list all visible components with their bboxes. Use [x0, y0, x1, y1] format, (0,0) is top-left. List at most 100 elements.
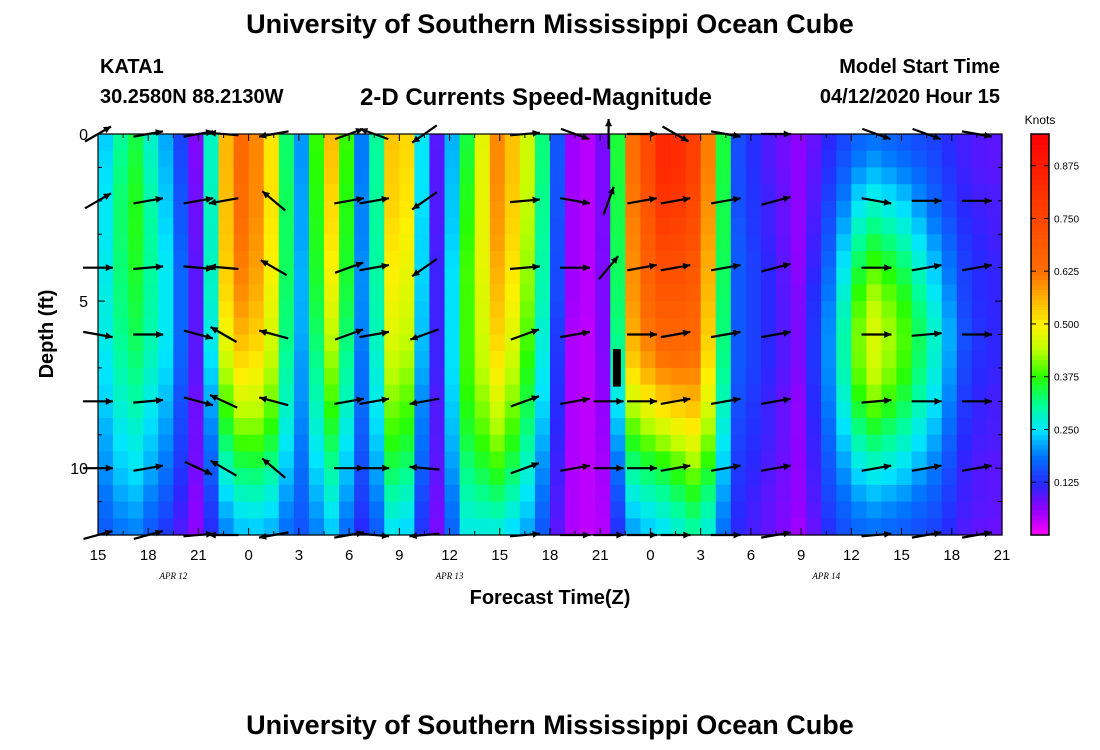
heatmap-cell	[143, 434, 159, 453]
current-vector	[261, 457, 286, 479]
heatmap-cell	[113, 301, 129, 319]
heatmap-cell	[173, 451, 189, 469]
heatmap-cell	[128, 184, 144, 202]
colorbar-segment	[1031, 209, 1049, 215]
heatmap-cell	[143, 284, 159, 302]
vector-head	[649, 262, 657, 270]
vector-head	[983, 262, 992, 270]
colorbar-segment	[1031, 474, 1049, 481]
heatmap-cell	[489, 317, 506, 336]
current-vector	[627, 464, 658, 472]
heatmap-cell	[911, 418, 928, 436]
heatmap-cell	[489, 451, 506, 469]
vector-head	[155, 196, 163, 203]
vector-head	[356, 396, 364, 404]
heatmap-cell	[399, 234, 415, 252]
heatmap-cell	[760, 217, 777, 235]
vector-head	[210, 460, 219, 468]
heatmap-cell	[218, 434, 235, 453]
heatmap-cell	[760, 150, 777, 169]
current-vector	[710, 329, 741, 339]
heatmap-cell	[459, 468, 476, 486]
heatmap-cell	[519, 351, 536, 369]
heatmap-cell	[459, 301, 476, 319]
vector-head	[210, 327, 219, 334]
heatmap-cell	[971, 367, 988, 386]
heatmap-cell	[760, 200, 777, 219]
heatmap-cell	[881, 418, 898, 436]
vector-head	[883, 463, 892, 471]
heatmap-cell	[293, 234, 310, 252]
current-vector	[509, 196, 540, 204]
heatmap-cell	[836, 351, 852, 369]
heatmap-cell	[685, 451, 702, 469]
heatmap-cell	[399, 451, 415, 469]
heatmap-cell	[384, 401, 400, 419]
speed-heatmap	[98, 134, 1003, 536]
heatmap-cell	[263, 200, 280, 219]
heatmap-cell	[670, 267, 687, 285]
heatmap-cell	[504, 167, 521, 185]
current-vector	[261, 190, 286, 212]
heatmap-cell	[565, 384, 581, 402]
heatmap-cell	[248, 401, 265, 419]
heatmap-cell	[836, 468, 852, 486]
heatmap-cell	[911, 401, 928, 419]
heatmap-cell	[941, 200, 958, 219]
heatmap-cell	[836, 434, 852, 453]
heatmap-cell	[926, 418, 943, 436]
heatmap-cell	[926, 351, 943, 369]
heatmap-cell	[881, 150, 898, 169]
heatmap-cell	[791, 267, 807, 285]
heatmap-cell	[459, 167, 476, 185]
heatmap-cell	[158, 234, 174, 252]
heatmap-cell	[218, 367, 235, 386]
heatmap-cell	[113, 484, 129, 503]
heatmap-cell	[293, 434, 310, 453]
heatmap-cell	[836, 367, 852, 386]
heatmap-cell	[700, 301, 717, 319]
heatmap-cell	[685, 284, 702, 302]
chart-subtitle: 2-D Currents Speed-Magnitude	[360, 84, 713, 111]
heatmap-cell	[956, 334, 973, 352]
heatmap-cell	[519, 167, 536, 185]
heatmap-cell	[384, 384, 400, 402]
vector-head	[582, 264, 591, 272]
heatmap-cell	[610, 150, 626, 169]
heatmap-cell	[821, 434, 837, 453]
heatmap-cell	[806, 200, 822, 219]
heatmap-cell	[896, 367, 913, 386]
current-vectors	[83, 119, 992, 540]
heatmap-cell	[565, 217, 581, 235]
current-vector	[334, 261, 364, 274]
vector-head	[682, 196, 691, 203]
x-tick-label: 15	[90, 547, 107, 564]
x-tick-label: 0	[244, 547, 252, 564]
heatmap-cell	[158, 134, 174, 152]
colorbar-segment	[1031, 139, 1049, 145]
heatmap-cell	[745, 184, 762, 202]
heatmap-cell	[293, 150, 310, 169]
vector-head	[409, 399, 418, 407]
heatmap-cell	[595, 468, 611, 486]
x-axis-label: Forecast Time(Z)	[470, 587, 631, 609]
current-vector	[208, 263, 239, 271]
vector-head	[883, 198, 892, 206]
heatmap-cell	[128, 484, 144, 503]
heatmap-cell	[685, 384, 702, 402]
heatmap-cell	[986, 367, 1003, 386]
vector-head	[782, 195, 791, 203]
heatmap-cell	[113, 351, 129, 369]
heatmap-cell	[655, 518, 672, 536]
heatmap-cell	[565, 351, 581, 369]
heatmap-cell	[866, 434, 883, 453]
heatmap-cell	[971, 317, 988, 336]
heatmap-cell	[293, 200, 310, 219]
heatmap-cell	[233, 401, 250, 419]
heatmap-cell	[776, 234, 792, 252]
heatmap-cell	[188, 284, 205, 302]
heatmap-cell	[308, 501, 325, 519]
heatmap-cell	[866, 334, 883, 352]
heatmap-cell	[98, 217, 114, 235]
heatmap-cell	[534, 317, 551, 336]
